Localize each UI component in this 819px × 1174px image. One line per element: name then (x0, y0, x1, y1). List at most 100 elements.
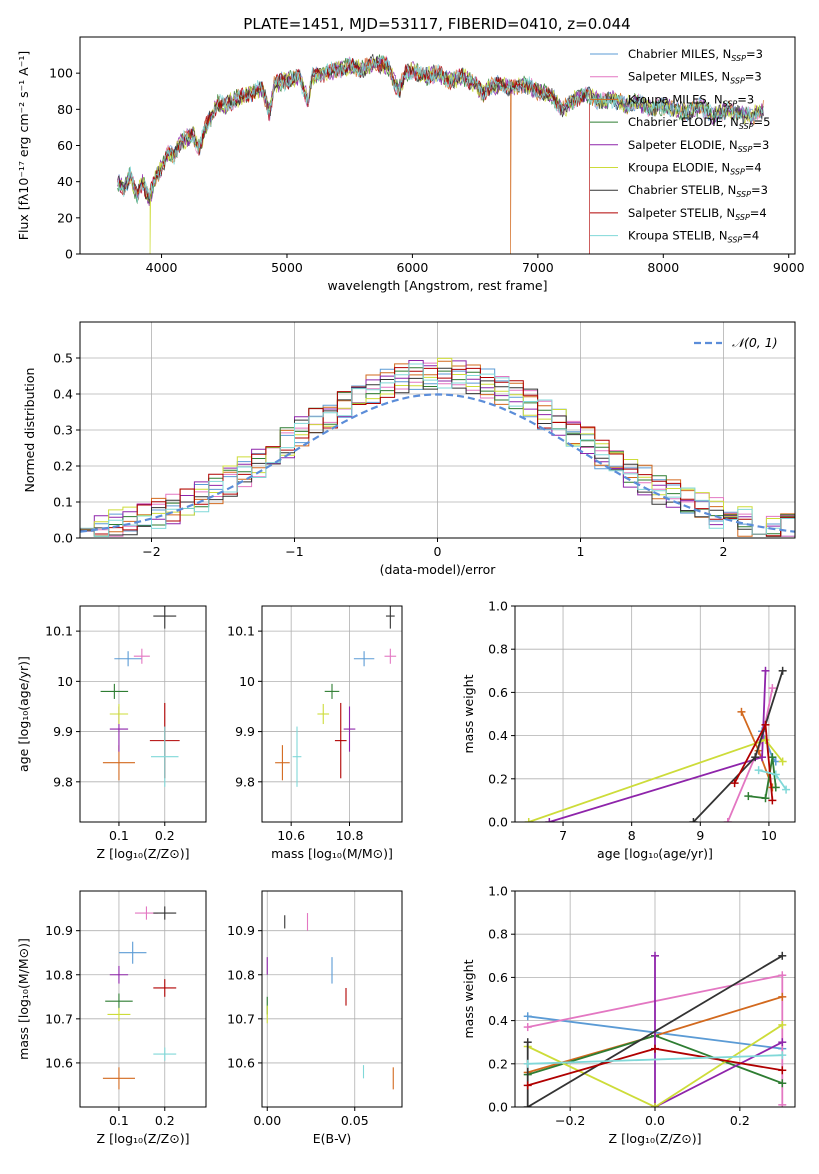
legend-entry: Chabrier MILES, NSSP=3 (628, 47, 763, 63)
y-tick-label: 0.4 (488, 1013, 508, 1028)
legend-entry: Kroupa STELIB, NSSP=4 (628, 229, 759, 245)
age-vs-mass-panel: 10.6 10.8 9.8 9.9 10 10.1 mass [log₁₀(M/M⊙)] (227, 605, 403, 861)
axes-frame (79, 605, 207, 823)
legend-entry: Chabrier ELODIE, NSSP=5 (628, 115, 770, 131)
y-axis-label: age [log₁₀(age/yr)] (16, 656, 31, 772)
error-cross-7 (153, 979, 177, 997)
weight-marker (778, 1051, 787, 1060)
weight-marker (744, 792, 753, 801)
error-cross-0 (114, 651, 142, 667)
mass-vs-metallicity-panel: 0.1 0.2 10.6 10.7 10.8 10.9 Z [log₁₀(Z/Z⊙)] mas… (16, 890, 207, 1146)
y-axis-label: mass weight (461, 674, 476, 753)
legend-entry: Salpeter STELIB, NSSP=4 (628, 206, 767, 222)
histogram-series-8 (80, 363, 795, 538)
legend-entry: Kroupa MILES, NSSP=3 (628, 92, 754, 108)
error-cross-2 (275, 745, 290, 781)
x-axis-label: Z [log₁₀(Z/Z⊙)] (97, 1131, 190, 1146)
y-tick-label: 10 (239, 674, 255, 689)
weight-marker (768, 753, 777, 762)
error-cross-6 (153, 906, 177, 920)
y-tick-label: 0.0 (488, 815, 508, 830)
x-tick-label: −2 (142, 544, 160, 559)
y-tick-label: 0.1 (53, 495, 73, 510)
y-axis-label: mass weight (461, 959, 476, 1038)
error-cross-7 (334, 702, 347, 779)
y-tick-label: 1.0 (488, 599, 508, 614)
weight-marker (758, 753, 767, 762)
plot-area (266, 913, 394, 1090)
y-tick-label: 10 (57, 674, 73, 689)
weight-vs-age-panel: 7 8 9 10 0.0 0.2 0.4 0.6 0.8 1.0 age [log₁₀(age/yr… (461, 599, 796, 861)
gridlines (80, 891, 206, 1107)
x-tick-label: 7 (559, 828, 567, 843)
error-cross-1 (133, 648, 150, 664)
x-tick-label: 6000 (397, 260, 429, 275)
mass-vs-ebv-panel: 0.00 0.05 10.6 10.7 10.8 10.9 E(B-V) (227, 890, 403, 1146)
plot-area (524, 666, 791, 822)
weight-marker (778, 1079, 787, 1088)
y-tick-label: 9.9 (235, 724, 255, 739)
x-tick-label: 10.6 (277, 828, 305, 843)
weight-marker (768, 796, 777, 805)
y-tick-label: 0.2 (53, 459, 73, 474)
axes-frame (79, 890, 207, 1108)
weight-marker (778, 951, 787, 960)
weight-marker (761, 735, 770, 744)
weight-marker (751, 753, 760, 762)
weight-marker (723, 818, 732, 822)
histogram-series-7 (80, 367, 795, 538)
y-tick-label: 0.8 (488, 642, 508, 657)
weight-marker (778, 1020, 787, 1029)
error-cross-5 (107, 1007, 131, 1022)
y-tick-label: 0.3 (53, 423, 73, 438)
plot-area (275, 606, 397, 787)
plot-area (117, 53, 764, 254)
weight-line-5 (527, 1024, 783, 1107)
x-tick-label: 0.2 (730, 1113, 750, 1128)
plot-area (523, 951, 787, 1107)
axes-frame (514, 890, 796, 1108)
y-tick-label: 0.2 (488, 771, 508, 786)
y-tick-label: 20 (57, 210, 73, 225)
error-cross-6 (153, 606, 177, 629)
x-tick-label: 2 (720, 544, 728, 559)
figure-title: PLATE=1451, MJD=53117, FIBERID=0410, z=0… (243, 15, 630, 33)
weight-marker (524, 818, 533, 822)
x-axis-label: Z [log₁₀(Z/Z⊙)] (609, 1131, 702, 1146)
weight-marker (761, 720, 770, 729)
spectrum-line-5 (117, 57, 764, 254)
weight-marker (689, 818, 698, 822)
weight-marker (778, 666, 787, 675)
weight-marker (651, 1103, 659, 1107)
error-cross-2 (102, 1067, 135, 1090)
x-tick-label: 0.2 (155, 1113, 175, 1128)
plot-area (80, 357, 795, 538)
weight-marker (651, 1044, 659, 1053)
gridlines (80, 322, 795, 539)
weight-marker (730, 779, 739, 788)
x-tick-label: 0.0 (645, 1113, 665, 1128)
weight-line-8 (527, 1054, 783, 1065)
weight-marker (771, 783, 780, 792)
weight-line-3 (748, 757, 777, 800)
axes-frame (514, 605, 796, 823)
x-tick-label: 0 (434, 544, 442, 559)
error-cross-3 (324, 683, 340, 699)
x-tick-label: 0.1 (109, 1113, 129, 1128)
weight-vs-metallicity-panel: −0.2 0.0 0.2 0.0 0.2 0.4 0.6 0.8 1.0 Z [log₁₀(Z/Z… (461, 884, 796, 1146)
axes-frame (261, 605, 403, 823)
y-tick-label: 10.7 (45, 1011, 73, 1026)
error-cross-3 (105, 993, 133, 1009)
y-tick-label: 80 (57, 102, 73, 117)
y-tick-label: 0.6 (488, 970, 508, 985)
axes-frame (261, 890, 403, 1108)
x-tick-label: 0.1 (109, 828, 129, 843)
x-tick-label: 7000 (522, 260, 554, 275)
gridlines (262, 891, 402, 1107)
legend-entry: Salpeter MILES, NSSP=3 (628, 70, 762, 86)
axes-frame (79, 321, 796, 539)
spectrum-line-8 (117, 55, 764, 203)
weight-marker (545, 818, 554, 822)
x-tick-label: 0.05 (341, 1113, 369, 1128)
residuals-panel: −2 −1 0 1 2 0.0 0.1 0.2 0.3 0.4 0.5 (data-model)/er… (22, 321, 796, 577)
